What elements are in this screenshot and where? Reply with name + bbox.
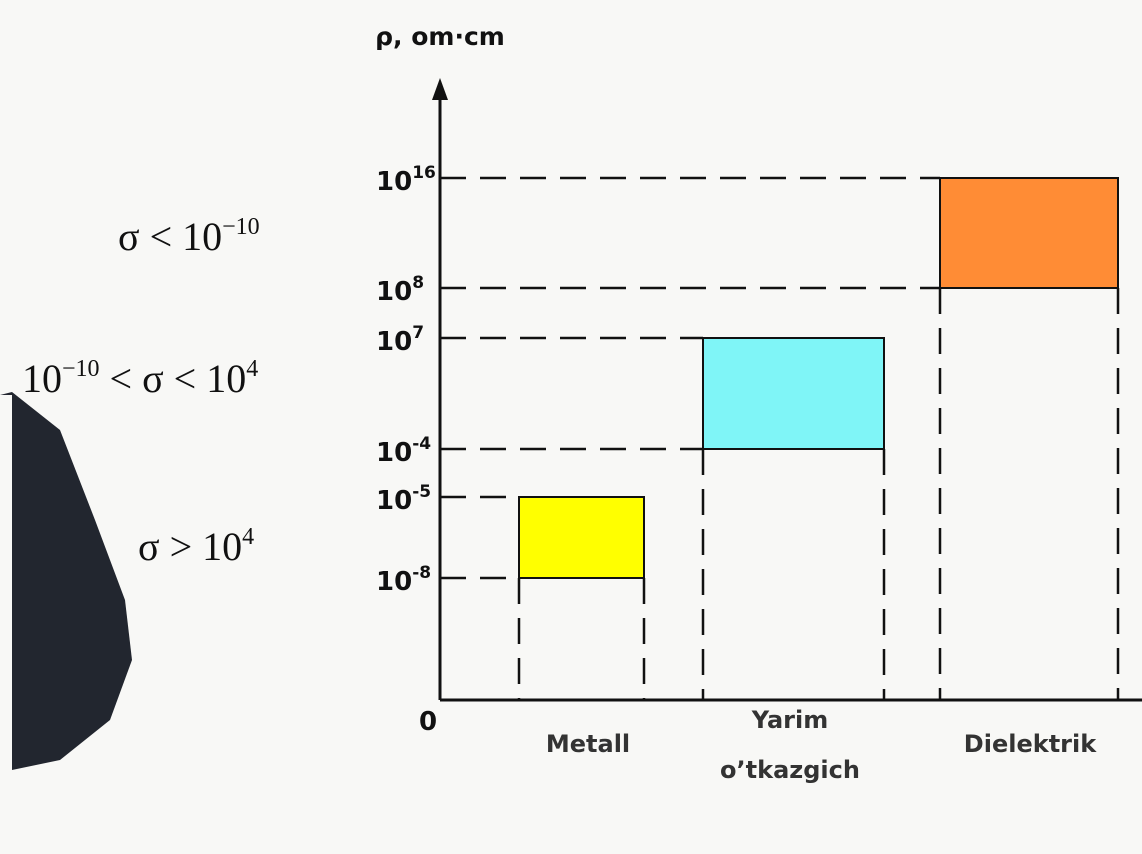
tick-exponent: 8 xyxy=(412,273,424,293)
tick-base: 10 xyxy=(376,167,412,197)
expression: σ < 10 xyxy=(118,214,222,259)
tick-base: 10 xyxy=(376,486,412,516)
tick-base: 10 xyxy=(376,567,412,597)
dielectric-range xyxy=(940,178,1118,288)
background xyxy=(0,0,1142,854)
tick-exponent: -4 xyxy=(412,434,431,454)
conductivity-label: σ > 104 xyxy=(138,524,254,569)
tick-exponent: -8 xyxy=(412,563,431,583)
tick-exponent: -5 xyxy=(412,482,431,502)
expression: 10 xyxy=(22,356,62,401)
expression: σ > 10 xyxy=(138,524,242,569)
tick-base: 10 xyxy=(376,438,412,468)
tick-base: 10 xyxy=(376,327,412,357)
category-label: Metall xyxy=(546,730,630,758)
category-label: Dielektrik xyxy=(964,730,1097,758)
metal-range xyxy=(519,497,644,578)
category-label: o’tkazgich xyxy=(720,756,860,784)
expression: < σ < 10 xyxy=(100,356,247,401)
exponent: −10 xyxy=(222,214,260,240)
tick-exponent: 7 xyxy=(412,323,424,343)
tick-exponent: 16 xyxy=(412,163,436,183)
edge xyxy=(0,395,12,775)
exponent: 4 xyxy=(246,356,258,382)
diagram: ρ, om·cm 0 101610810710-410-510-8σ < 10−… xyxy=(0,0,1142,854)
origin-label: 0 xyxy=(419,707,437,737)
tick-base: 10 xyxy=(376,277,412,307)
exponent: −10 xyxy=(62,356,100,382)
y-axis-label: ρ, om·cm xyxy=(375,22,505,51)
exponent: 4 xyxy=(242,524,254,550)
semiconductor-range xyxy=(703,338,884,449)
conductivity-label: 10−10 < σ < 104 xyxy=(22,356,258,401)
category-label: Yarim xyxy=(751,706,828,734)
